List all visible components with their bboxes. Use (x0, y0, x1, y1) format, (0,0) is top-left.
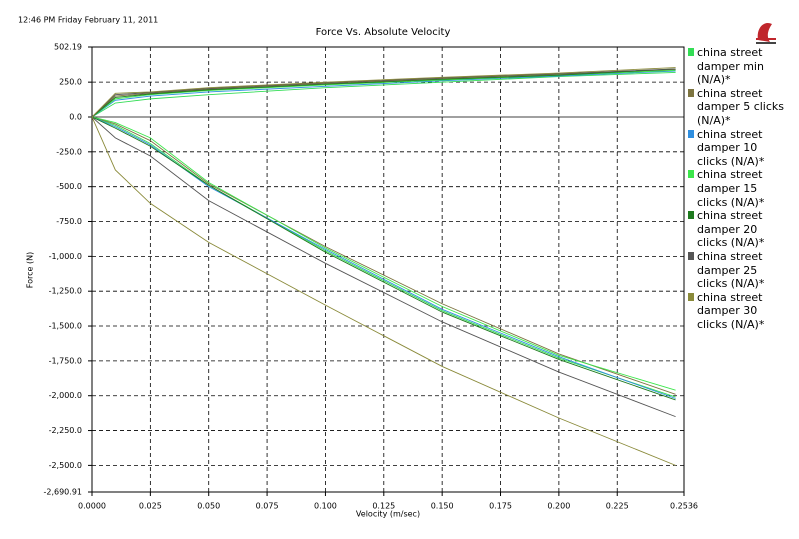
y-tick-label: 0.0 (69, 112, 82, 121)
legend-entry: china street damper min (N/A)* (688, 46, 788, 87)
x-tick-label: 0.225 (606, 502, 629, 511)
legend-label: china street damper 10 clicks (N/A)* (697, 127, 765, 168)
legend-label: china street damper min (N/A)* (697, 46, 764, 87)
series-line (91, 116, 676, 391)
plot-frame (91, 46, 685, 493)
legend: china street damper min (N/A)* china stre… (688, 46, 788, 331)
chart-title: Force Vs. Absolute Velocity (316, 27, 451, 38)
series-line (91, 116, 676, 395)
x-tick-label: 0.025 (139, 502, 162, 511)
x-tick-label: 0.150 (431, 502, 454, 511)
x-tick-label: 0.100 (314, 502, 337, 511)
y-tick-label: -250.0 (56, 147, 82, 156)
legend-swatch (688, 88, 694, 97)
y-tick-label: -2,690.91 (43, 488, 82, 497)
x-tick-label: 0.175 (489, 502, 512, 511)
y-tick-label: 502.19 (54, 43, 82, 52)
y-tick-label: -1,750.0 (49, 356, 82, 365)
y-tick-label: -1,250.0 (49, 287, 82, 296)
series-line (91, 116, 676, 401)
series-line (91, 116, 676, 418)
series-line (91, 116, 676, 399)
x-tick-label: 0.075 (256, 502, 279, 511)
series-line (91, 71, 676, 118)
y-axis-label: Force (N) (26, 252, 35, 288)
series-line (91, 68, 676, 118)
x-tick-label: 0.125 (372, 502, 395, 511)
legend-label: china street damper 25 clicks (N/A)* (697, 249, 765, 291)
legend-swatch (688, 251, 694, 260)
y-tick-label: -2,500.0 (49, 461, 82, 470)
legend-entry: china street damper 15 clicks (N/A)* (688, 168, 788, 209)
x-tick-label: 0.0000 (78, 502, 106, 511)
x-tick-label: 0.2536 (670, 502, 698, 511)
legend-swatch (688, 48, 694, 56)
series-line (91, 70, 676, 118)
legend-swatch (688, 292, 694, 301)
series-line (91, 69, 676, 118)
legend-entry: china street damper 20 clicks (N/A)* (688, 209, 788, 250)
legend-swatch (688, 170, 694, 179)
legend-entry: china street damper 25 clicks (N/A)* (688, 250, 788, 291)
legend-entry: china street damper 30 clicks (N/A)* (688, 291, 788, 332)
legend-swatch (688, 211, 694, 220)
y-tick-label: -750.0 (56, 217, 82, 226)
logo (756, 22, 776, 44)
legend-label: china street damper 30 clicks (N/A)* (697, 290, 765, 331)
series-line (91, 68, 676, 118)
legend-label: china street damper 20 clicks (N/A)* (697, 209, 765, 250)
y-tick-label: -2,000.0 (49, 391, 82, 400)
x-tick-label: 0.200 (547, 502, 570, 511)
y-tick-label: -1,000.0 (49, 252, 82, 261)
x-tick-label: 0.050 (197, 502, 220, 511)
y-tick-label: -500.0 (56, 182, 82, 191)
y-tick-label: -1,500.0 (49, 322, 82, 331)
series-line (91, 67, 676, 118)
legend-swatch (688, 129, 694, 138)
legend-label: china street damper 15 clicks (N/A)* (697, 168, 765, 209)
y-tick-label: -2,250.0 (49, 426, 82, 435)
legend-label: china street damper 5 clicks (N/A)* (697, 86, 785, 127)
x-axis-label: Velocity (m/sec) (356, 510, 420, 519)
timestamp: 12:46 PM Friday February 11, 2011 (18, 16, 158, 25)
series-line (91, 116, 676, 466)
legend-entry: china street damper 10 clicks (N/A)* (688, 128, 788, 169)
y-tick-label: 250.0 (59, 78, 82, 87)
legend-entry: china street damper 5 clicks (N/A)* (688, 87, 788, 128)
